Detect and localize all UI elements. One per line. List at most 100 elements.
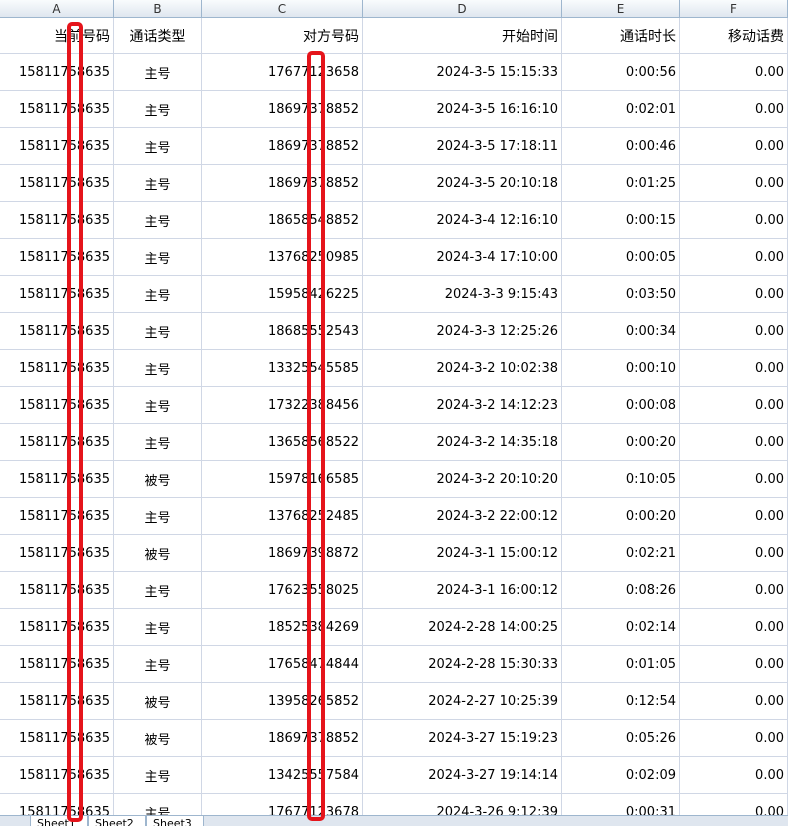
data-cell[interactable]: 0.00 [680, 239, 788, 276]
data-cell[interactable]: 0:00:31 [562, 794, 680, 815]
data-cell[interactable]: 主号 [114, 794, 202, 815]
data-cell[interactable]: 13425557584 [202, 757, 363, 794]
data-cell[interactable]: 0.00 [680, 91, 788, 128]
data-cell[interactable]: 0:02:01 [562, 91, 680, 128]
sheet-tab[interactable]: Sheet1 [30, 816, 88, 826]
data-cell[interactable]: 0:00:20 [562, 424, 680, 461]
data-cell[interactable]: 2024-3-1 16:00:12 [363, 572, 562, 609]
data-cell[interactable]: 15811758635 [0, 313, 114, 350]
data-cell[interactable]: 15811758635 [0, 387, 114, 424]
data-cell[interactable]: 2024-3-2 14:35:18 [363, 424, 562, 461]
header-cell[interactable]: 开始时间 [363, 18, 562, 54]
data-cell[interactable]: 主号 [114, 202, 202, 239]
data-cell[interactable]: 2024-3-5 16:16:10 [363, 91, 562, 128]
data-cell[interactable]: 主号 [114, 387, 202, 424]
data-cell[interactable]: 2024-2-27 10:25:39 [363, 683, 562, 720]
data-cell[interactable]: 15811758635 [0, 609, 114, 646]
data-cell[interactable]: 0:01:25 [562, 165, 680, 202]
data-cell[interactable]: 15811758635 [0, 276, 114, 313]
data-cell[interactable]: 0.00 [680, 54, 788, 91]
data-cell[interactable]: 2024-3-2 20:10:20 [363, 461, 562, 498]
data-cell[interactable]: 0:00:08 [562, 387, 680, 424]
data-cell[interactable]: 18697378852 [202, 720, 363, 757]
data-cell[interactable]: 0:00:10 [562, 350, 680, 387]
header-cell[interactable]: 通话类型 [114, 18, 202, 54]
data-cell[interactable]: 2024-3-5 17:18:11 [363, 128, 562, 165]
data-cell[interactable]: 15811758635 [0, 91, 114, 128]
data-cell[interactable]: 0.00 [680, 683, 788, 720]
column-letter[interactable]: F [680, 0, 788, 18]
data-cell[interactable]: 被号 [114, 683, 202, 720]
sheet-tab[interactable]: Sheet3 [146, 816, 204, 826]
data-cell[interactable]: 0:00:20 [562, 498, 680, 535]
data-cell[interactable]: 2024-3-4 17:10:00 [363, 239, 562, 276]
data-cell[interactable]: 主号 [114, 165, 202, 202]
data-cell[interactable]: 13768250985 [202, 239, 363, 276]
data-cell[interactable]: 0:08:26 [562, 572, 680, 609]
data-cell[interactable]: 2024-3-3 12:25:26 [363, 313, 562, 350]
column-letter[interactable]: D [363, 0, 562, 18]
data-cell[interactable]: 15811758635 [0, 794, 114, 815]
data-cell[interactable]: 0.00 [680, 313, 788, 350]
data-cell[interactable]: 0:12:54 [562, 683, 680, 720]
header-cell[interactable]: 对方号码 [202, 18, 363, 54]
data-cell[interactable]: 0:05:26 [562, 720, 680, 757]
data-cell[interactable]: 15811758635 [0, 165, 114, 202]
data-cell[interactable]: 0.00 [680, 720, 788, 757]
data-cell[interactable]: 主号 [114, 646, 202, 683]
data-cell[interactable]: 主号 [114, 239, 202, 276]
data-cell[interactable]: 0.00 [680, 757, 788, 794]
data-cell[interactable]: 18697398872 [202, 535, 363, 572]
data-cell[interactable]: 主号 [114, 313, 202, 350]
data-cell[interactable]: 0.00 [680, 202, 788, 239]
data-cell[interactable]: 被号 [114, 461, 202, 498]
data-cell[interactable]: 13958265852 [202, 683, 363, 720]
data-cell[interactable]: 18697378852 [202, 91, 363, 128]
data-cell[interactable]: 15811758635 [0, 498, 114, 535]
data-cell[interactable]: 2024-3-27 15:19:23 [363, 720, 562, 757]
column-letter[interactable]: B [114, 0, 202, 18]
data-cell[interactable]: 0.00 [680, 461, 788, 498]
data-cell[interactable]: 17658474844 [202, 646, 363, 683]
data-cell[interactable]: 0.00 [680, 609, 788, 646]
data-cell[interactable]: 0.00 [680, 794, 788, 815]
data-cell[interactable]: 被号 [114, 720, 202, 757]
data-cell[interactable]: 0.00 [680, 128, 788, 165]
data-cell[interactable]: 15811758635 [0, 350, 114, 387]
data-cell[interactable]: 主号 [114, 276, 202, 313]
data-cell[interactable]: 0:01:05 [562, 646, 680, 683]
data-cell[interactable]: 0:00:34 [562, 313, 680, 350]
sheet-tab[interactable]: Sheet2 [88, 816, 146, 826]
data-cell[interactable]: 0:00:15 [562, 202, 680, 239]
data-cell[interactable]: 2024-3-4 12:16:10 [363, 202, 562, 239]
header-cell[interactable]: 移动话费 [680, 18, 788, 54]
data-cell[interactable]: 2024-3-5 20:10:18 [363, 165, 562, 202]
data-cell[interactable]: 2024-3-2 14:12:23 [363, 387, 562, 424]
data-cell[interactable]: 主号 [114, 424, 202, 461]
data-cell[interactable]: 15811758635 [0, 757, 114, 794]
data-cell[interactable]: 0.00 [680, 498, 788, 535]
data-cell[interactable]: 2024-3-5 15:15:33 [363, 54, 562, 91]
data-cell[interactable]: 主号 [114, 498, 202, 535]
data-cell[interactable]: 13768252485 [202, 498, 363, 535]
data-cell[interactable]: 0:02:14 [562, 609, 680, 646]
data-cell[interactable]: 18697378852 [202, 128, 363, 165]
data-cell[interactable]: 0.00 [680, 424, 788, 461]
data-cell[interactable]: 15811758635 [0, 424, 114, 461]
data-cell[interactable]: 0.00 [680, 535, 788, 572]
data-cell[interactable]: 主号 [114, 91, 202, 128]
data-cell[interactable]: 15811758635 [0, 535, 114, 572]
data-cell[interactable]: 2024-3-3 9:15:43 [363, 276, 562, 313]
data-cell[interactable]: 2024-2-28 14:00:25 [363, 609, 562, 646]
data-cell[interactable]: 0.00 [680, 276, 788, 313]
data-cell[interactable]: 15811758635 [0, 239, 114, 276]
data-cell[interactable]: 0:00:46 [562, 128, 680, 165]
data-cell[interactable]: 0.00 [680, 646, 788, 683]
data-cell[interactable]: 15958426225 [202, 276, 363, 313]
data-cell[interactable]: 主号 [114, 128, 202, 165]
data-cell[interactable]: 0.00 [680, 350, 788, 387]
data-cell[interactable]: 主号 [114, 757, 202, 794]
data-cell[interactable]: 15811758635 [0, 461, 114, 498]
data-cell[interactable]: 15811758635 [0, 128, 114, 165]
data-cell[interactable]: 2024-3-1 15:00:12 [363, 535, 562, 572]
